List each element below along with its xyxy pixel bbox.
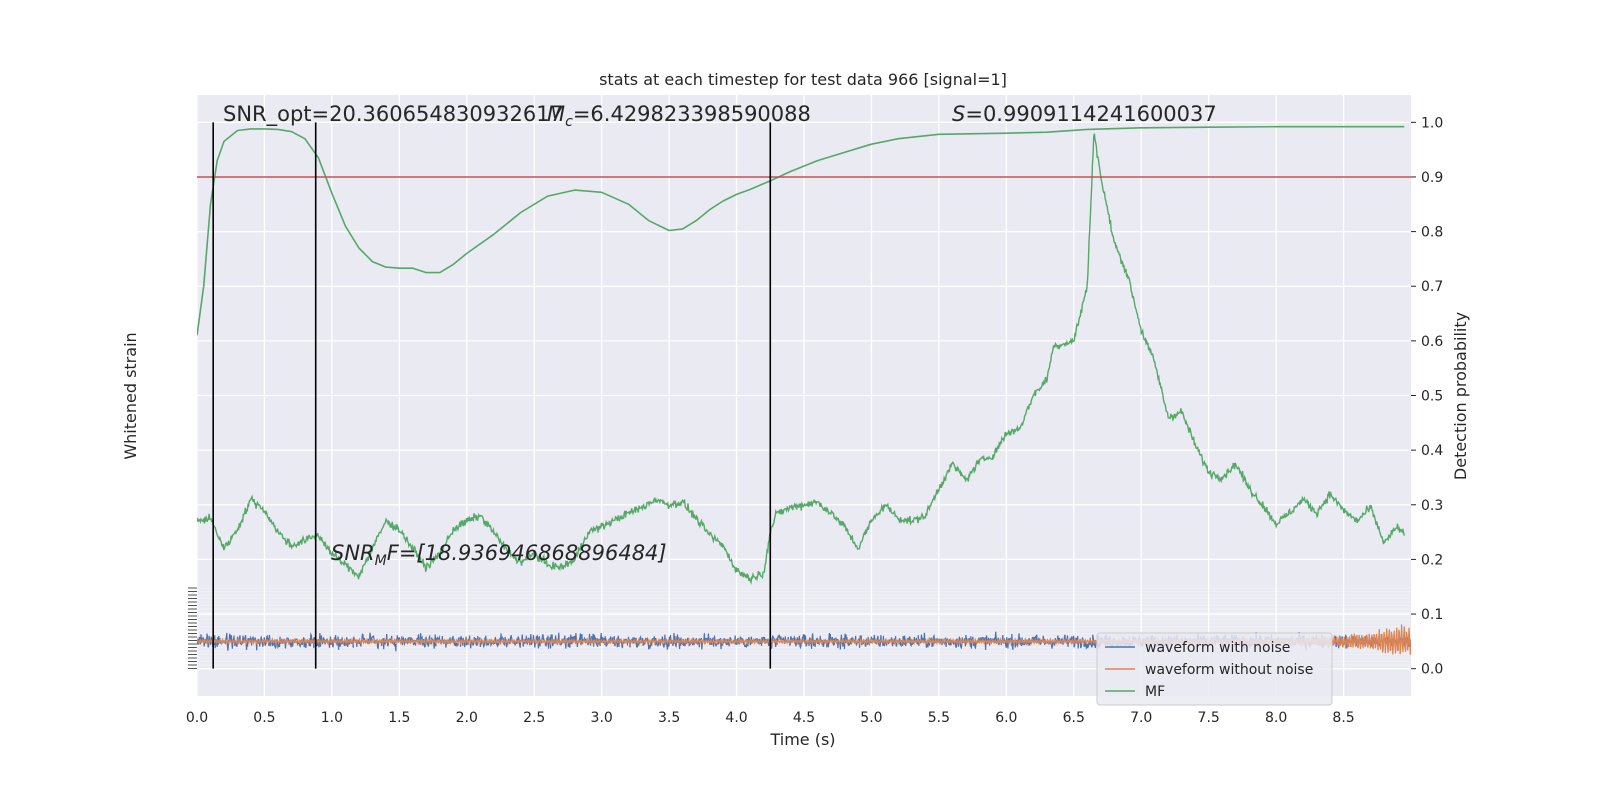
x-tick-label-10: 5.0 (860, 710, 882, 726)
x-tick-label-5: 2.5 (523, 710, 545, 726)
x-tick-label-1: 0.5 (253, 710, 275, 726)
mc-value: =6.429823398590088 (573, 102, 811, 126)
score-annotation: S=0.9909114241600037 (952, 102, 1217, 126)
y-tick-label-8: 0.8 (1421, 225, 1443, 241)
y-tick-label-5: 0.5 (1421, 389, 1443, 405)
y-tick-label-2: 0.2 (1421, 552, 1443, 568)
right-y-axis-label: Detection probability (1451, 312, 1470, 480)
y-tick-label-3: 0.3 (1421, 498, 1443, 514)
x-tick-label-9: 4.5 (793, 710, 815, 726)
snr-opt-annotation: SNR_opt=20.360654830932617 (223, 102, 563, 127)
x-tick-label-4: 2.0 (456, 710, 478, 726)
mf-series (197, 133, 1405, 585)
x-tick-label-8: 4.0 (725, 710, 747, 726)
snr-mf-value: F=[18.936946868896484] (387, 541, 667, 565)
chirp-mass-annotation: Mc=6.429823398590088 (547, 102, 811, 130)
legend-label-clean: waveform without noise (1145, 662, 1313, 678)
snr-mf-annotation: SNRMF=[18.936946868896484] (331, 541, 667, 569)
snr-mf-symbol: SNR (331, 541, 375, 565)
mf-line (197, 133, 1405, 585)
legend-box (1096, 632, 1333, 706)
x-tick-label-7: 3.5 (658, 710, 680, 726)
x-tick-label-15: 7.5 (1198, 710, 1220, 726)
x-tick-label-17: 8.5 (1332, 710, 1354, 726)
x-axis-label: Time (s) (769, 730, 835, 749)
y-tick-label-1: 0.1 (1421, 607, 1443, 623)
left-y-axis-label: Whitened strain (121, 332, 140, 459)
y-tick-label-7: 0.7 (1421, 279, 1443, 295)
x-tick-label-14: 7.0 (1130, 710, 1152, 726)
x-tick-label-2: 1.0 (321, 710, 343, 726)
y-tick-label-9: 0.9 (1421, 170, 1443, 186)
mc-subscript: c (565, 114, 573, 130)
vertical-markers (212, 122, 772, 669)
mc-symbol: M (547, 102, 565, 126)
snr-mf-subscript: M (375, 553, 387, 569)
x-tick-label-12: 6.0 (995, 710, 1017, 726)
legend-label-mf: MF (1145, 684, 1165, 700)
s-symbol: S (952, 102, 965, 126)
y-tick-label-0: 0.0 (1421, 662, 1443, 678)
x-tick-label-11: 5.5 (928, 710, 950, 726)
x-ticks: 0.0 0.5 1.0 1.5 2.0 2.5 3.0 3.5 4.0 4.5 5.0 5.5 6.0 6… (186, 710, 1355, 726)
y-tick-label-10: 1.0 (1421, 115, 1443, 131)
x-tick-label-16: 8.0 (1265, 710, 1287, 726)
legend: waveform with noise waveform without noi… (1096, 632, 1333, 706)
x-tick-label-0: 0.0 (186, 710, 208, 726)
x-tick-label-3: 1.5 (388, 710, 410, 726)
s-value: =0.9909114241600037 (965, 102, 1216, 126)
legend-label-noise: waveform with noise (1145, 640, 1290, 656)
x-tick-label-13: 6.5 (1063, 710, 1085, 726)
y-tick-label-6: 0.6 (1421, 334, 1443, 350)
chart-title: stats at each timestep for test data 966… (599, 70, 1007, 89)
detection-probability-line (197, 125, 1405, 336)
y-ticks-right: 0.0 0.1 0.2 0.3 0.4 0.5 0.6 0.7 0.8 0.9 1.0 (1411, 115, 1443, 678)
y-tick-label-4: 0.4 (1421, 443, 1443, 459)
detection-probability-series (197, 125, 1405, 336)
x-tick-label-6: 3.0 (591, 710, 613, 726)
